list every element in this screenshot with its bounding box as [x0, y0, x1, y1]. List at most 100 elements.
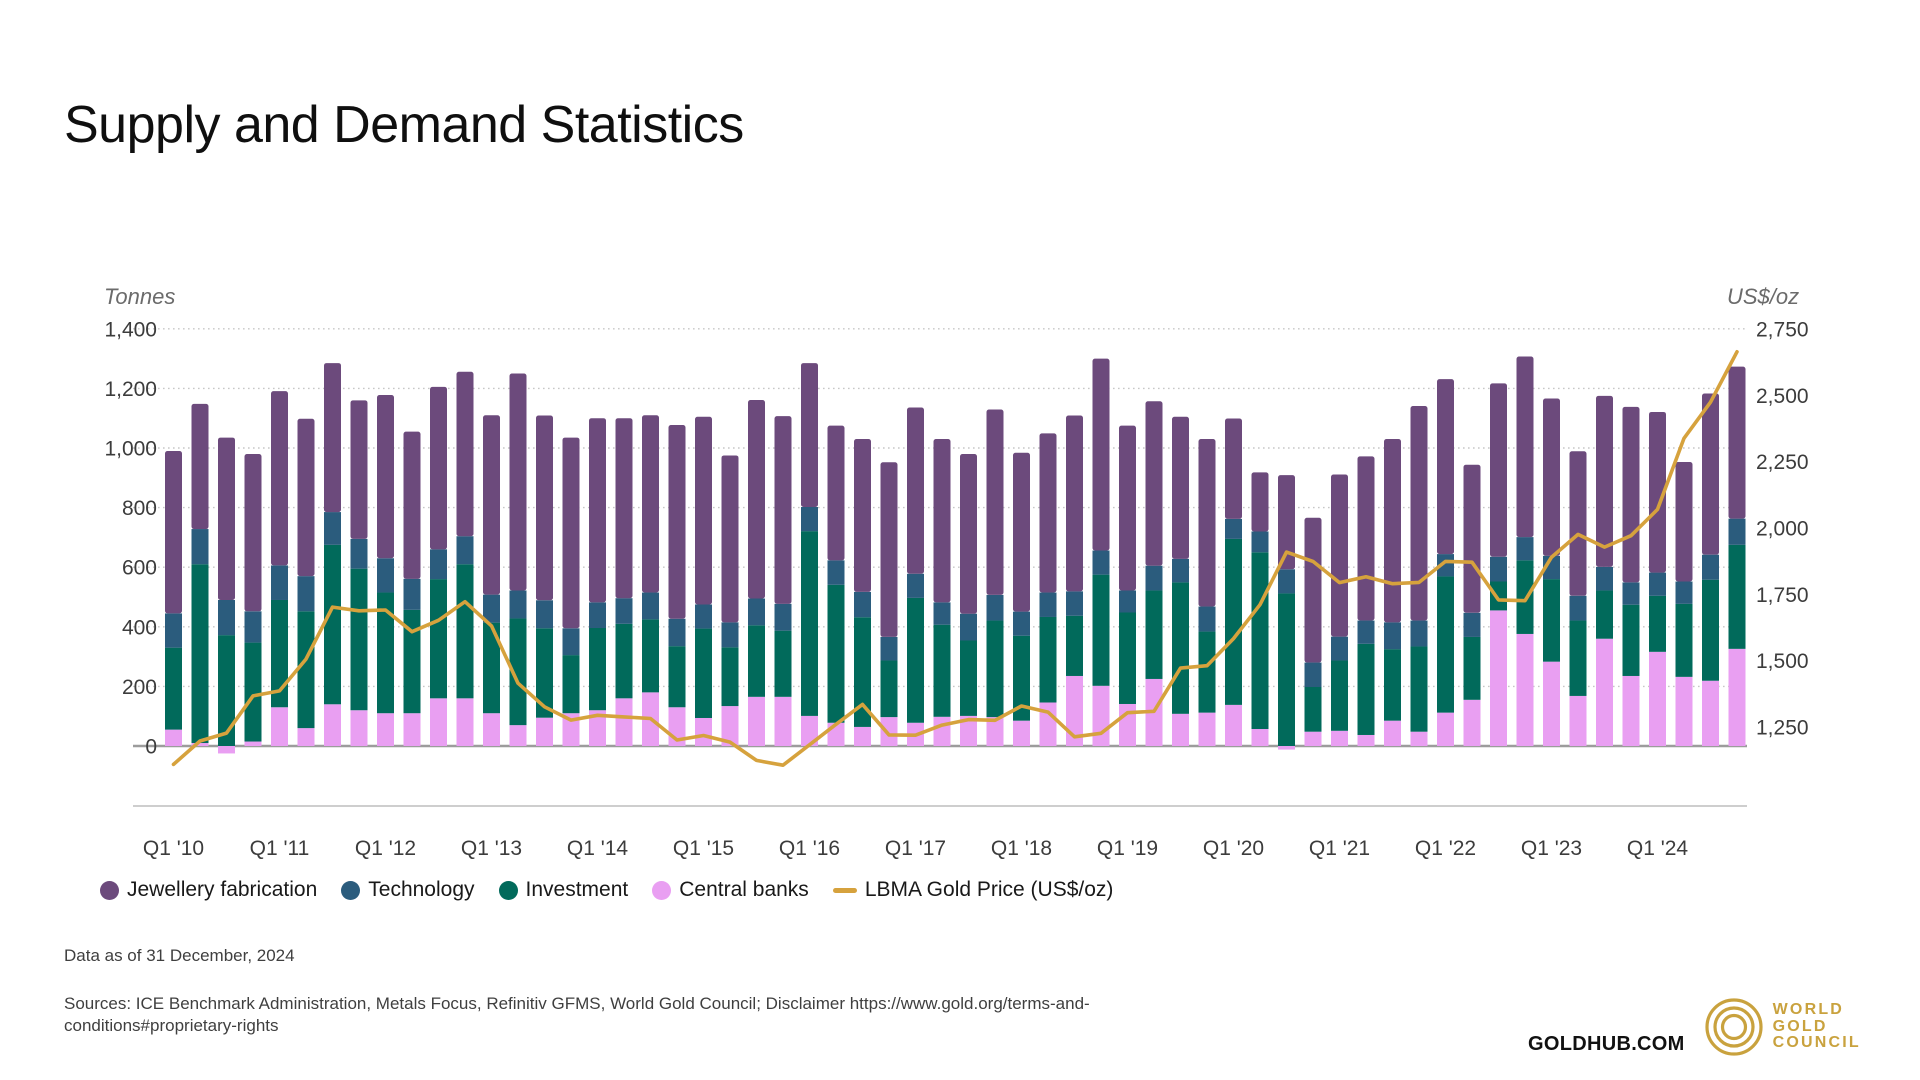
segment-jewellery[interactable]: [1702, 393, 1719, 555]
segment-investment[interactable]: [1013, 635, 1030, 721]
segment-technology[interactable]: [403, 578, 421, 610]
bar-Q2 '10[interactable]: [191, 403, 209, 746]
bar-Q2 '22[interactable]: [1463, 464, 1481, 746]
segment-technology[interactable]: [1702, 554, 1719, 580]
segment-jewellery[interactable]: [907, 407, 924, 574]
bar-Q3 '24[interactable]: [1702, 393, 1719, 746]
segment-jewellery[interactable]: [324, 363, 341, 513]
segment-technology[interactable]: [1119, 590, 1136, 613]
segment-jewellery[interactable]: [1516, 356, 1534, 538]
segment-investment[interactable]: [562, 655, 580, 714]
segment-central_banks[interactable]: [509, 725, 527, 746]
legend-item-investment[interactable]: Investment: [498, 878, 628, 902]
segment-jewellery[interactable]: [642, 415, 659, 593]
segment-jewellery[interactable]: [1596, 395, 1613, 567]
segment-technology[interactable]: [1649, 572, 1666, 596]
bar-Q2 '18[interactable]: [1039, 433, 1057, 746]
segment-investment[interactable]: [1039, 616, 1057, 703]
segment-central_banks[interactable]: [350, 710, 368, 746]
segment-technology[interactable]: [1251, 531, 1269, 553]
segment-jewellery[interactable]: [1410, 405, 1428, 621]
segment-central_banks[interactable]: [1596, 638, 1613, 746]
bar-Q2 '24[interactable]: [1675, 462, 1693, 746]
segment-central_banks[interactable]: [721, 706, 739, 746]
segment-central_banks[interactable]: [1410, 731, 1428, 746]
bar-Q2 '16[interactable]: [827, 425, 845, 746]
segment-jewellery[interactable]: [1198, 439, 1216, 607]
segment-technology[interactable]: [774, 603, 792, 631]
segment-investment[interactable]: [271, 599, 288, 708]
segment-investment[interactable]: [509, 618, 527, 726]
segment-jewellery[interactable]: [801, 363, 818, 508]
bar-Q3 '18[interactable]: [1066, 415, 1083, 746]
segment-technology[interactable]: [748, 598, 765, 626]
segment-investment[interactable]: [1543, 579, 1560, 662]
bar-Q4 '19[interactable]: [1198, 439, 1216, 746]
segment-technology[interactable]: [880, 636, 898, 661]
bar-Q3 '16[interactable]: [854, 439, 871, 746]
bar-Q1 '24[interactable]: [1649, 411, 1666, 746]
segment-jewellery[interactable]: [695, 416, 712, 605]
segment-jewellery[interactable]: [1463, 464, 1481, 613]
bar-Q4 '23[interactable]: [1622, 406, 1640, 746]
segment-jewellery[interactable]: [1490, 383, 1507, 557]
segment-jewellery[interactable]: [1331, 474, 1348, 637]
segment-technology[interactable]: [1304, 662, 1322, 687]
bar-Q1 '19[interactable]: [1119, 425, 1136, 746]
segment-central_banks[interactable]: [562, 713, 580, 746]
segment-technology[interactable]: [668, 618, 686, 647]
segment-investment[interactable]: [960, 640, 977, 716]
segment-technology[interactable]: [1357, 620, 1375, 644]
segment-jewellery[interactable]: [430, 386, 447, 550]
segment-central_banks[interactable]: [1198, 712, 1216, 746]
segment-jewellery[interactable]: [218, 437, 235, 600]
segment-investment[interactable]: [1066, 615, 1083, 676]
segment-central_banks[interactable]: [403, 713, 421, 746]
segment-jewellery[interactable]: [350, 400, 368, 539]
segment-technology[interactable]: [1410, 620, 1428, 647]
segment-investment[interactable]: [748, 625, 765, 697]
segment-technology[interactable]: [218, 599, 235, 636]
segment-investment[interactable]: [642, 619, 659, 693]
segment-jewellery[interactable]: [1225, 418, 1242, 519]
bar-Q4 '18[interactable]: [1092, 358, 1110, 746]
segment-investment[interactable]: [1357, 643, 1375, 735]
segment-central_banks[interactable]: [1066, 675, 1083, 746]
segment-investment[interactable]: [1410, 646, 1428, 732]
segment-central_banks[interactable]: [191, 743, 209, 746]
bar-Q1 '20[interactable]: [1225, 418, 1242, 746]
segment-investment[interactable]: [1119, 612, 1136, 704]
segment-technology[interactable]: [244, 611, 262, 643]
segment-central_banks[interactable]: [774, 696, 792, 746]
segment-jewellery[interactable]: [1543, 398, 1560, 556]
segment-investment[interactable]: [1198, 631, 1216, 713]
segment-technology[interactable]: [1463, 612, 1481, 637]
segment-central_banks[interactable]: [1172, 713, 1189, 746]
segment-technology[interactable]: [801, 507, 818, 532]
segment-investment[interactable]: [1622, 604, 1640, 676]
bar-Q3 '19[interactable]: [1172, 416, 1189, 746]
segment-jewellery[interactable]: [615, 418, 633, 599]
segment-jewellery[interactable]: [827, 425, 845, 561]
segment-investment[interactable]: [721, 647, 739, 707]
bar-Q3 '13[interactable]: [536, 415, 553, 746]
bar-Q4 '13[interactable]: [562, 437, 580, 746]
goldhub-link[interactable]: GOLDHUB.COM: [1528, 1032, 1685, 1055]
segment-central_banks[interactable]: [1384, 720, 1401, 746]
segment-investment[interactable]: [430, 579, 447, 699]
segment-investment[interactable]: [1702, 579, 1719, 681]
segment-investment[interactable]: [1331, 660, 1348, 731]
segment-jewellery[interactable]: [721, 455, 739, 623]
segment-investment[interactable]: [880, 660, 898, 718]
bar-Q1 '23[interactable]: [1543, 398, 1560, 746]
bar-Q2 '20[interactable]: [1251, 472, 1269, 746]
segment-investment[interactable]: [350, 568, 368, 711]
segment-central_banks[interactable]: [1251, 729, 1269, 746]
segment-central_banks[interactable]: [615, 698, 633, 746]
segment-investment[interactable]: [774, 630, 792, 697]
segment-technology[interactable]: [562, 628, 580, 656]
bar-Q4 '12[interactable]: [456, 371, 474, 746]
segment-technology[interactable]: [1622, 582, 1640, 605]
segment-jewellery[interactable]: [536, 415, 553, 601]
segment-jewellery[interactable]: [1092, 358, 1110, 551]
